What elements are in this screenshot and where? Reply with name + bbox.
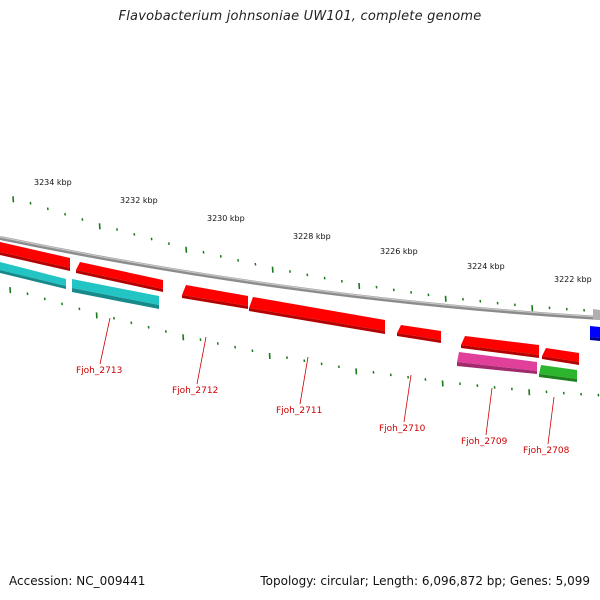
scale-label-3222: 3222 kbp	[554, 275, 592, 284]
gene-arrow-fjoh-2711	[249, 297, 385, 334]
accession-text: Accession: NC_009441	[9, 574, 146, 588]
scale-label-3230: 3230 kbp	[207, 214, 245, 223]
gene-arrow-fjoh-2713	[72, 279, 159, 309]
gene-label-fjoh-2711: Fjoh_2711	[276, 406, 322, 416]
gene-label-fjoh-2710: Fjoh_2710	[379, 424, 426, 434]
genome-backbone	[0, 236, 600, 320]
scale-label-3234: 3234 kbp	[34, 178, 72, 187]
gene-label-fjoh-2709: Fjoh_2709	[461, 437, 508, 447]
gene-label-fjoh-2713: Fjoh_2713	[76, 366, 122, 376]
gene-arrow-fjoh-2708	[539, 365, 577, 382]
reverse-strand-features	[0, 262, 577, 382]
gene-arrow-fjoh-2710	[397, 325, 441, 343]
forward-strand-features	[0, 242, 600, 365]
gene-labels: Fjoh_2713 Fjoh_2712 Fjoh_2711 Fjoh_2710 …	[76, 317, 570, 456]
gene-arrow-fjoh-2709	[457, 352, 537, 374]
scale-label-3228: 3228 kbp	[293, 232, 331, 241]
gene-arrow-forward	[0, 242, 70, 271]
scale-label-3232: 3232 kbp	[120, 196, 158, 205]
gene-arrow-fjoh-2712	[182, 285, 248, 309]
gene-arrow-forward	[76, 262, 163, 292]
gene-arrow-forward	[542, 348, 579, 365]
scale-label-3224: 3224 kbp	[467, 262, 505, 271]
gene-arrow-forward	[461, 336, 539, 358]
outer-scale-ticks	[12, 196, 586, 312]
feature-gray	[593, 309, 600, 320]
gene-arrow-reverse-cyan	[0, 262, 66, 289]
scale-labels: 3234 kbp 3232 kbp 3230 kbp 3228 kbp 3226…	[34, 178, 592, 284]
gene-label-fjoh-2712: Fjoh_2712	[172, 386, 218, 396]
genome-stats-text: Topology: circular; Length: 6,096,872 bp…	[260, 574, 590, 588]
map-title: Flavobacterium johnsoniae UW101, complet…	[118, 9, 482, 24]
gene-label-fjoh-2708: Fjoh_2708	[523, 446, 570, 456]
scale-label-3226: 3226 kbp	[380, 247, 418, 256]
feature-blue	[590, 326, 600, 341]
inner-scale-ticks	[9, 287, 600, 397]
